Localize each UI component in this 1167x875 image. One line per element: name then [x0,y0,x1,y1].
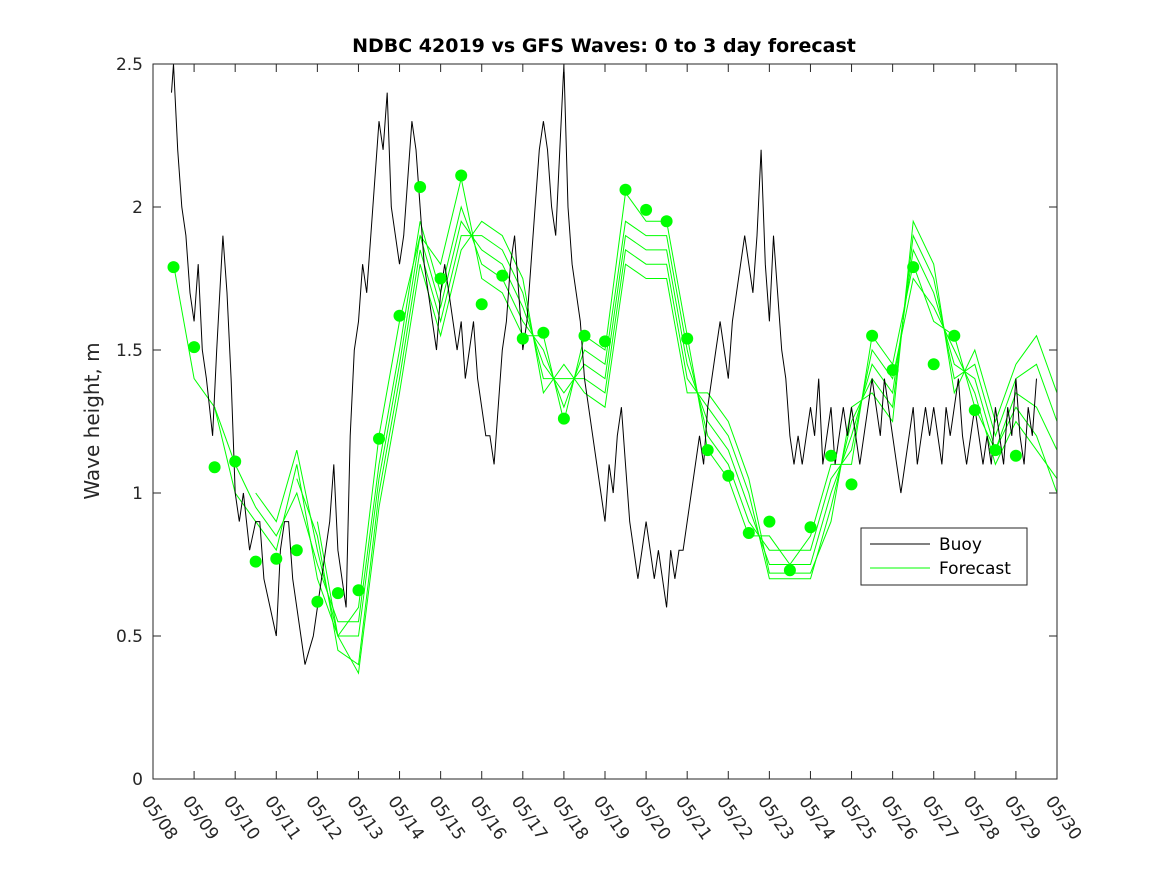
forecast-point [681,332,694,345]
buoy-line [171,63,1037,665]
forecast-line-5 [316,219,1058,675]
forecast-point [599,335,611,348]
forecast-point [434,272,447,285]
forecast-point [948,329,961,342]
forecast-point [455,169,468,182]
forecast-point [845,478,858,491]
forecast-point [1009,449,1022,462]
forecast-point [249,555,262,568]
forecast-line-2 [214,205,1058,623]
forecast-point [393,309,406,322]
forecast-point [927,358,940,371]
forecast-point [352,584,365,597]
forecast-point [167,261,180,274]
legend-buoy-label: Buoy [939,535,982,555]
forecast-point [516,332,529,345]
y-tick-label: 0.5 [116,627,143,647]
forecast-line-4 [296,233,1058,666]
y-tick-label: 2.5 [116,55,143,75]
forecast-point [640,203,653,216]
forecast-point [557,412,570,425]
forecast-point [989,444,1002,457]
forecast-point [188,341,201,354]
legend: Buoy Forecast [860,527,1028,586]
forecast-point [783,564,796,577]
forecast-point [825,449,837,462]
y-tick-label: 1.5 [116,341,143,361]
forecast-point [270,552,283,565]
forecast-point [742,527,755,539]
series-layer [167,63,1058,675]
forecast-point [229,455,242,468]
forecast-point [290,544,303,557]
forecast-point [804,521,817,534]
forecast-point [414,181,427,193]
chart-title: NDBC 42019 vs GFS Waves: 0 to 3 day fore… [352,35,856,57]
forecast-point [866,329,879,342]
forecast-point [660,215,673,228]
y-tick-label: 2 [132,198,143,218]
forecast-point [311,595,324,608]
y-axis-label: Wave height, m [80,342,104,499]
forecast-point [619,183,632,196]
forecast-point [578,329,591,342]
forecast-line-1 [173,178,1058,638]
legend-box [860,527,1028,586]
forecast-point [968,404,981,417]
y-tick-label: 0 [132,770,143,790]
forecast-point [763,515,776,528]
forecast-point [496,269,509,282]
forecast-point [886,364,899,376]
y-tick-label: 1 [132,484,143,504]
forecast-line-3 [255,220,1058,637]
forecast-point [907,261,920,274]
forecast-point [373,432,385,445]
forecast-point [537,326,550,339]
forecast-point [208,461,221,474]
legend-forecast-label: Forecast [939,559,1011,579]
forecast-point [331,587,344,600]
forecast-point [475,298,488,311]
forecast-point [722,469,735,482]
forecast-point [701,444,714,457]
